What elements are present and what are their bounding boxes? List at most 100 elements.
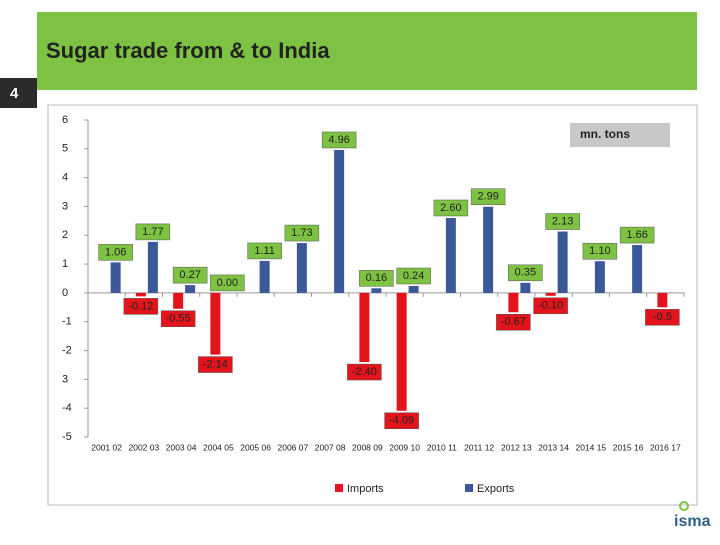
y-tick-label: -4 xyxy=(62,402,72,414)
bar xyxy=(147,241,158,293)
value-label: 0.00 xyxy=(217,277,238,289)
value-label-box xyxy=(619,226,655,244)
x-tick-label: 2015 16 xyxy=(613,442,644,452)
x-tick-label: 2007 08 xyxy=(315,442,346,452)
value-label-box xyxy=(545,213,580,230)
x-tick-label: 2011 12 xyxy=(464,442,494,452)
value-label: 0.35 xyxy=(515,267,536,279)
value-label: 1.11 xyxy=(254,245,275,257)
bar xyxy=(408,285,419,293)
page-number: 4 xyxy=(10,85,19,102)
bar xyxy=(371,288,382,293)
value-label-box xyxy=(582,242,618,260)
x-tick-label: 2008 09 xyxy=(352,442,383,452)
value-label: -0.10 xyxy=(538,300,563,312)
value-label-box xyxy=(533,297,568,315)
bar xyxy=(210,292,221,355)
y-tick-label: -1 xyxy=(62,316,72,328)
bar xyxy=(594,261,605,293)
y-tick-label: 1 xyxy=(62,258,68,270)
value-label: 1.66 xyxy=(626,229,647,241)
value-label-box xyxy=(284,224,320,242)
x-tick-label: 2014 15 xyxy=(576,442,607,452)
x-tick-label: 2001 02 xyxy=(91,442,122,452)
value-label: 1.10 xyxy=(589,245,610,257)
value-label-box xyxy=(198,356,233,373)
value-label: 1.73 xyxy=(291,227,312,239)
x-tick-label: 2012 13 xyxy=(501,442,532,452)
value-label: -0.55 xyxy=(166,313,191,325)
value-label-box xyxy=(396,267,431,285)
y-tick-label: 2 xyxy=(62,229,68,241)
y-tick-label: 6 xyxy=(62,114,68,126)
value-label: -0.67 xyxy=(501,316,526,328)
value-label-box xyxy=(172,266,208,284)
bar xyxy=(359,292,370,363)
value-label-box xyxy=(160,310,196,328)
bar xyxy=(173,292,184,309)
value-label: 0.27 xyxy=(179,269,200,281)
y-tick-label: 3 xyxy=(62,373,68,385)
header-bar xyxy=(37,12,697,90)
value-label-box xyxy=(433,199,469,217)
bar xyxy=(110,262,121,293)
legend-label: Imports xyxy=(347,483,384,495)
legend-swatch xyxy=(335,484,343,492)
chart-frame xyxy=(47,104,698,506)
value-label: 1.77 xyxy=(142,226,163,238)
value-label: -4.09 xyxy=(389,415,414,427)
value-label: -0.5 xyxy=(653,311,672,323)
slide-title: Sugar trade from & to India xyxy=(46,38,330,63)
value-label: -0.12 xyxy=(128,300,153,312)
value-label-box xyxy=(247,242,282,260)
x-tick-label: 2002 03 xyxy=(129,442,160,452)
bar xyxy=(135,292,146,297)
y-tick-label: 3 xyxy=(62,200,68,212)
value-label-box xyxy=(384,412,419,430)
annotation: mn. tons xyxy=(580,127,630,141)
x-tick-label: 2010 11 xyxy=(427,442,457,452)
bar xyxy=(259,260,270,293)
legend-swatch xyxy=(465,484,473,492)
x-tick-label: 2016 17 xyxy=(650,442,681,452)
value-label-box xyxy=(470,188,506,205)
bar xyxy=(185,285,196,293)
value-label: 2.60 xyxy=(440,202,461,214)
value-label: -2.14 xyxy=(203,358,228,370)
annotation-box xyxy=(570,123,670,147)
logo: isma xyxy=(674,513,711,530)
value-label-box xyxy=(496,313,531,331)
value-label-box xyxy=(98,244,133,261)
y-tick-label: 4 xyxy=(62,172,68,184)
x-tick-label: 2009 10 xyxy=(389,442,420,452)
x-tick-label: 2004 05 xyxy=(203,442,234,452)
value-label-box xyxy=(347,363,382,381)
value-label: 1.06 xyxy=(105,246,126,258)
bar xyxy=(296,243,307,293)
value-label: 0.16 xyxy=(366,272,387,284)
y-tick-label: 5 xyxy=(62,143,68,155)
value-label: -2.40 xyxy=(352,366,377,378)
y-tick-label: -5 xyxy=(62,431,72,443)
page-box xyxy=(0,78,37,108)
value-label-box xyxy=(135,223,171,241)
bar xyxy=(334,149,345,293)
bar xyxy=(396,292,407,411)
x-tick-label: 2013 14 xyxy=(538,442,569,452)
value-label-box xyxy=(508,264,543,282)
y-tick-label: -2 xyxy=(62,344,72,356)
bar xyxy=(483,206,494,293)
value-label: 0.24 xyxy=(403,270,424,282)
x-tick-label: 2006 07 xyxy=(278,442,309,452)
value-label-box xyxy=(645,309,680,326)
x-tick-label: 2003 04 xyxy=(166,442,197,452)
bar xyxy=(508,292,519,313)
value-label: 2.13 xyxy=(552,215,573,227)
bar xyxy=(545,292,556,296)
legend-label: Exports xyxy=(477,483,515,495)
value-label-box xyxy=(123,298,159,315)
bar xyxy=(445,217,456,293)
y-tick-label: 0 xyxy=(62,287,68,299)
logo-icon xyxy=(679,501,689,511)
